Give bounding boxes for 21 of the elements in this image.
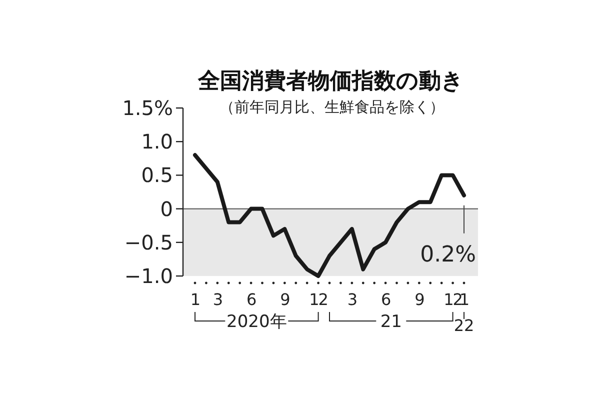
x-tick-label: 3 — [347, 290, 357, 309]
x-tick-label: 6 — [246, 290, 256, 309]
text: 21 — [380, 312, 402, 332]
chart-title: 全国消費者物価指数の動き — [197, 69, 464, 94]
x-tick-label: 12 — [309, 290, 328, 309]
y-tick-label: 0.5 — [141, 163, 173, 188]
y-tick-label: 0 — [160, 196, 173, 221]
x-tick-label: 9 — [280, 290, 290, 309]
y-tick-label: 1.0 — [141, 130, 173, 154]
chart-subtitle: （前年同月比、生鮮食品を除く） — [220, 98, 444, 116]
text: 2020年 — [226, 312, 287, 332]
y-tick-label: 1.5% — [122, 96, 173, 120]
x-tick-label: 3 — [212, 290, 222, 309]
text: 22 — [454, 316, 474, 335]
y-tick-label: −0.5 — [124, 230, 173, 254]
x-tick-label: 9 — [414, 290, 425, 309]
x-tick-label: 6 — [380, 290, 391, 309]
x-tick-label: 1 — [190, 290, 200, 309]
x-tick-label: 12 — [444, 290, 462, 309]
y-tick-label: −1.0 — [124, 264, 173, 288]
annotation: 0.2% — [420, 242, 476, 268]
